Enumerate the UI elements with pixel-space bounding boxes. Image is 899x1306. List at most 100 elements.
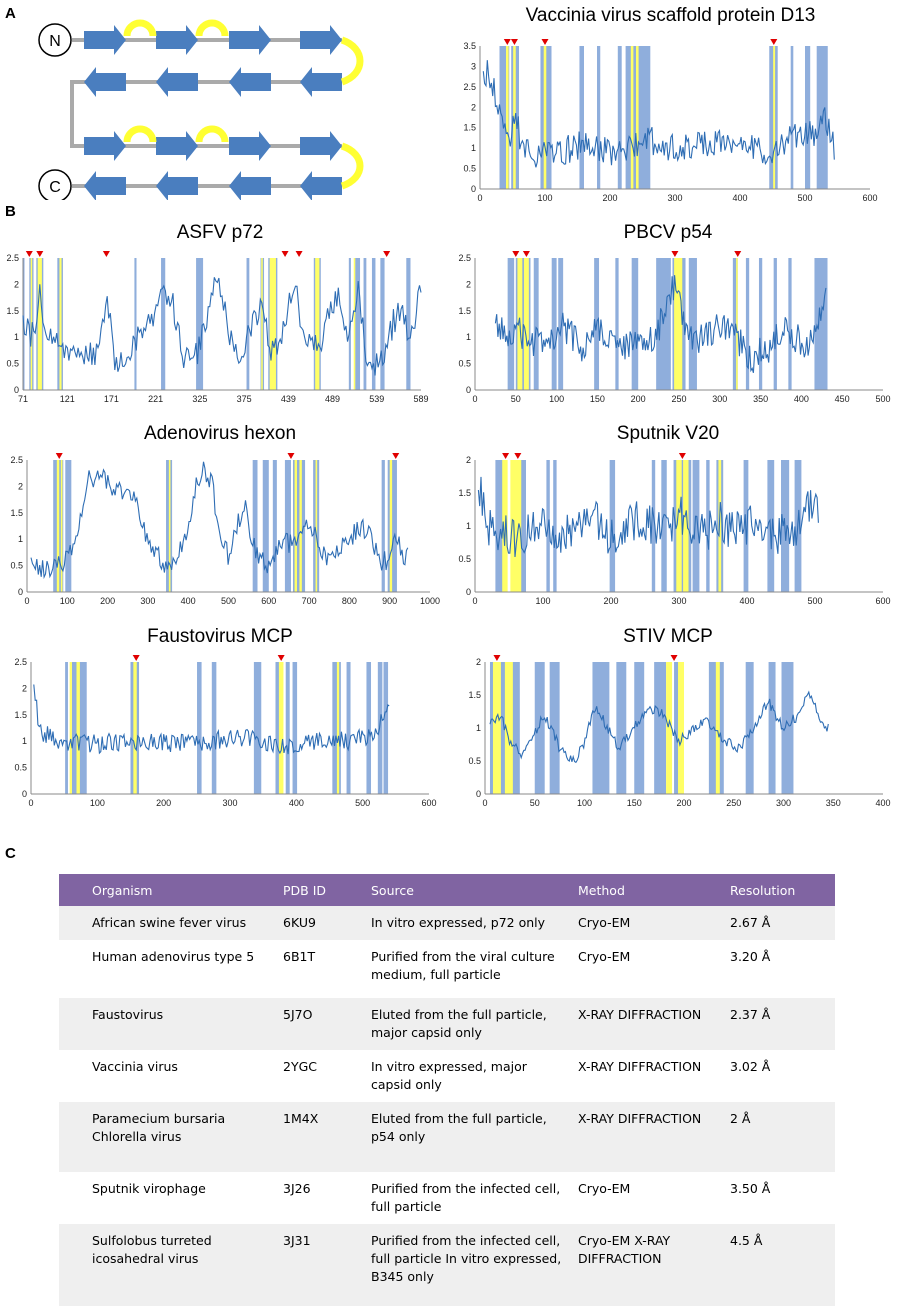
x-tick-label: 589 (413, 394, 428, 404)
blue-band (253, 662, 262, 794)
blue-band (688, 258, 697, 390)
blue-band (65, 662, 68, 794)
n-terminus-label: N (49, 33, 61, 50)
y-tick-label: 1.5 (14, 710, 27, 720)
yellow-band (294, 460, 298, 592)
blue-band (363, 258, 367, 390)
profile-line (489, 690, 829, 764)
x-tick-label: 221 (148, 394, 163, 404)
blue-band (788, 258, 792, 390)
x-tick-label: 400 (181, 596, 196, 606)
table-cell-resolution: 2 Å (720, 1102, 835, 1172)
yellow-band (353, 258, 356, 390)
yellow-band (773, 46, 776, 189)
table-cell-source: Purified from the infected cell, full pa… (361, 1172, 568, 1224)
beta-strand-arrow (84, 25, 126, 55)
table-cell-resolution: 2.67 Å (720, 906, 835, 940)
chart-sputnik: 0 0.5 1 1.5 2 0 100 200 300 400 500 600 (445, 452, 895, 610)
x-tick-label: 50 (530, 798, 540, 808)
blue-band (616, 662, 627, 794)
x-tick-label: 1000 (420, 596, 440, 606)
yellow-band (674, 258, 683, 390)
table-row: Human adenovirus type 5 6B1T Purified from… (59, 940, 835, 998)
blue-band (773, 258, 777, 390)
table-cell-organism: African swine fever virus (59, 906, 273, 940)
y-tick-label: 1 (14, 332, 19, 342)
blue-band (161, 258, 166, 390)
x-tick-label: 171 (104, 394, 119, 404)
blue-band (371, 258, 376, 390)
beta-strand-arrow (156, 131, 198, 161)
x-tick-label: 100 (549, 394, 564, 404)
yellow-band (133, 662, 137, 794)
x-tick-label: 539 (369, 394, 384, 404)
chart-svg: 0 0.5 1 1.5 2 2.5 0 100 200 300 400 500 600 (14, 655, 437, 808)
table-cell-source: In vitro expressed, p72 only (361, 906, 568, 940)
y-tick-label: 0 (22, 789, 27, 799)
yellow-band (715, 662, 720, 794)
x-tick-label: 600 (862, 193, 877, 203)
blue-band (706, 460, 710, 592)
table-cell-pdb: 2YGC (273, 1050, 361, 1102)
beta-strand-arrow (156, 67, 198, 97)
y-tick-label: 1 (471, 143, 476, 153)
x-tick-label: 400 (875, 798, 890, 808)
chart-asfv: 0 0.5 1 1.5 2 2.5 71 121 171 221 325 375 439 489 539 58… (5, 250, 433, 408)
chart-title-sputnik: Sputnik V20 (616, 423, 720, 444)
table-cell-organism: Sulfolobus turreted icosahedral virus (59, 1224, 273, 1306)
y-tick-label: 0 (18, 587, 23, 597)
table-cell-source: Purified from the viral culture medium, … (361, 940, 568, 998)
y-tick-label: 1.5 (463, 123, 476, 133)
x-tick-label: 200 (676, 798, 691, 808)
x-tick-label: 350 (753, 394, 768, 404)
x-tick-label: 375 (237, 394, 252, 404)
triangle-marker (287, 453, 295, 459)
y-tick-label: 2.5 (6, 253, 19, 263)
table-cell-resolution: 3.02 Å (720, 1050, 835, 1102)
triangle-marker (510, 39, 518, 45)
blue-band (615, 258, 619, 390)
triangle-marker (493, 655, 501, 661)
column-header-resolution: Resolution (720, 874, 835, 906)
x-tick-label: 500 (875, 394, 890, 404)
x-tick-label: 500 (221, 596, 236, 606)
beta-strand-arrow (229, 25, 271, 55)
triangle-marker (102, 251, 110, 257)
table-cell-resolution: 3.50 Å (720, 1172, 835, 1224)
beta-strand-arrow (229, 171, 271, 200)
table-cell-organism: Faustovirus (59, 998, 273, 1050)
x-tick-label: 900 (382, 596, 397, 606)
chart-stiv: 0 0.5 1 1.5 2 0 50 100 150 200 250 300 350 400 (445, 654, 895, 812)
x-tick-label: 350 (826, 798, 841, 808)
y-tick-label: 2.5 (463, 82, 476, 92)
yellow-band (678, 662, 684, 794)
yellow-band (506, 46, 509, 189)
blue-band (355, 258, 361, 390)
yellow-band (630, 46, 634, 189)
blue-band (211, 662, 217, 794)
beta-strand-arrow (156, 25, 198, 55)
y-tick-label: 3.5 (463, 41, 476, 51)
x-tick-label: 300 (667, 193, 682, 203)
x-tick-label: 700 (302, 596, 317, 606)
table-cell-method: Cryo-EM (568, 906, 720, 940)
y-tick-label: 1 (22, 736, 27, 746)
chart-pbcv: 0 0.5 1 1.5 2 2.5 0 50 100 150 200 250 300 350 400 450 5… (445, 250, 895, 408)
table-cell-source: In vitro expressed, major capsid only (361, 1050, 568, 1102)
beta-strand-arrow (156, 171, 198, 200)
x-tick-label: 0 (472, 596, 477, 606)
chart-title-asfv: ASFV p72 (176, 222, 264, 243)
table-cell-resolution: 4.5 Å (720, 1224, 835, 1306)
x-tick-label: 325 (192, 394, 207, 404)
hairpin-loop (340, 142, 364, 190)
profile-line (22, 277, 422, 376)
table-cell-method: Cryo-EM X-RAY DIFFRACTION (568, 1224, 720, 1306)
chart-title-fausto: Faustovirus MCP (147, 626, 293, 647)
blue-band (246, 258, 250, 390)
panel-label-c: C (5, 845, 16, 862)
y-tick-label: 1 (466, 521, 471, 531)
yellow-band (261, 258, 263, 390)
y-tick-label: 2 (466, 455, 471, 465)
yellow-band (736, 258, 738, 390)
table-cell-pdb: 3J26 (273, 1172, 361, 1224)
